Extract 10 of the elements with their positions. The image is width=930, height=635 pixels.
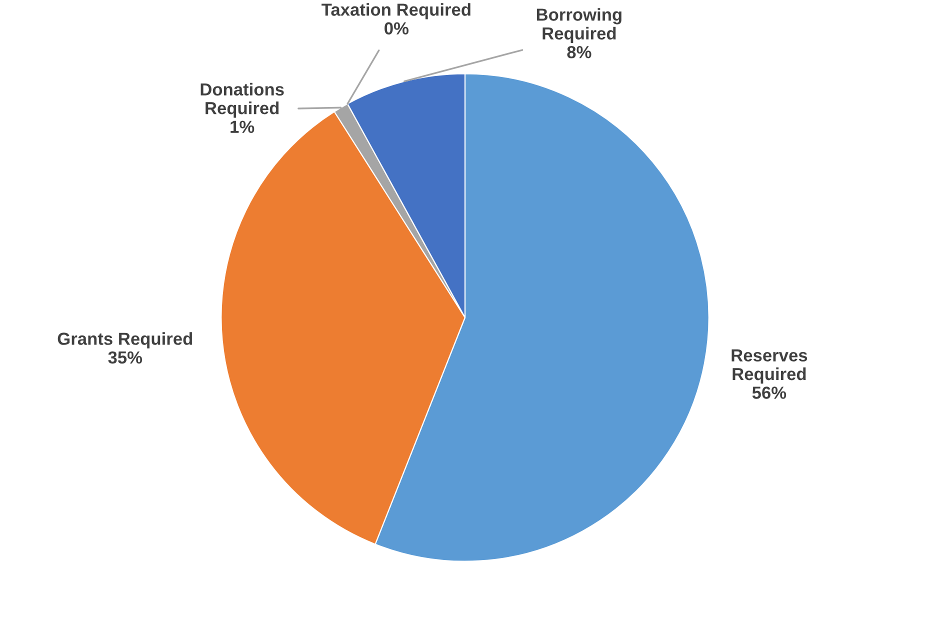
slice-label: Donations Required <box>200 82 284 118</box>
data-label: 35% <box>108 351 142 364</box>
slice-label: Reserves Required <box>732 349 808 384</box>
data-label: 56% <box>752 386 786 399</box>
slice-label: Borrowing Required <box>536 8 622 44</box>
data-label: 8% <box>567 46 592 58</box>
text: 0% <box>384 22 409 35</box>
slice-label: Grants Required <box>58 332 192 348</box>
category-label: Taxation Required <box>322 3 470 20</box>
data-label: 1% <box>230 120 254 133</box>
